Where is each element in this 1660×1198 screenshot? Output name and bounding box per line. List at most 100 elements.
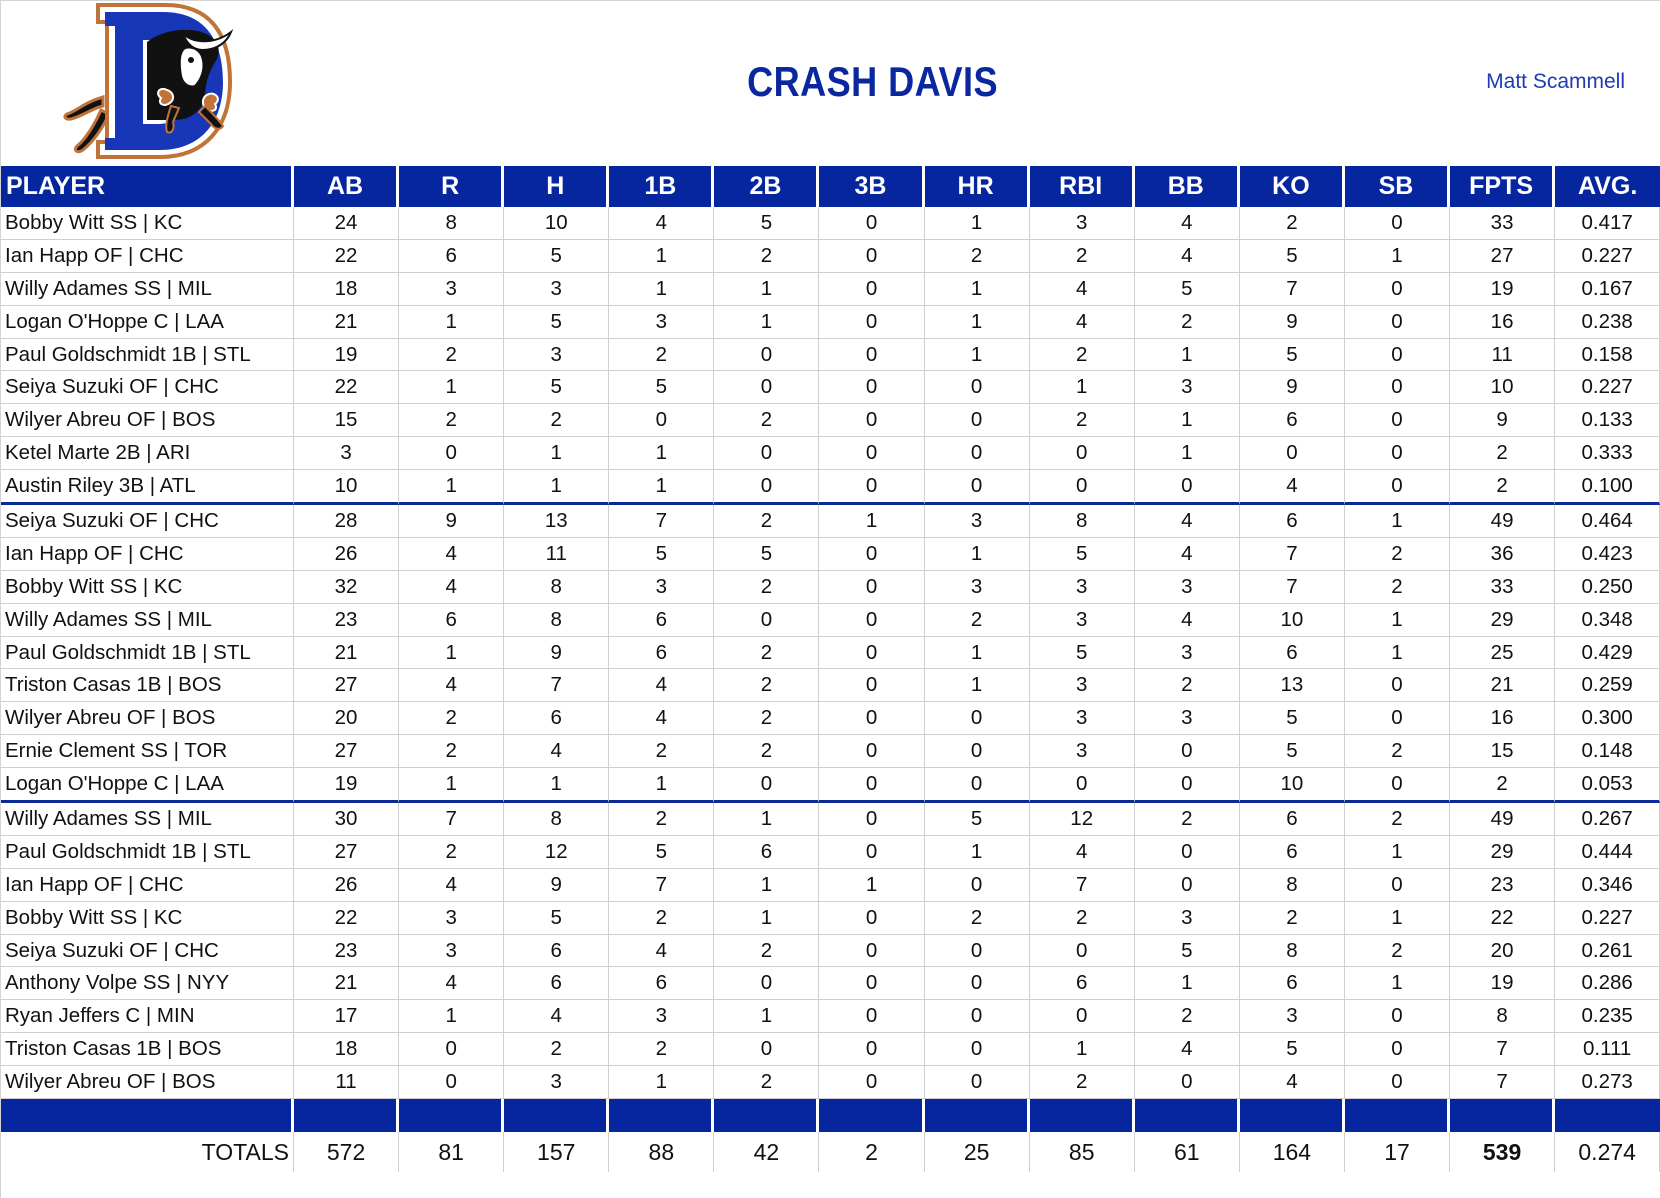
stat-cell-bb[interactable]: 4 [1134, 1033, 1240, 1067]
stat-cell-avg[interactable]: 0.227 [1555, 901, 1660, 935]
stat-cell-ko[interactable]: 9 [1239, 371, 1345, 405]
stat-cell-bb[interactable]: 1 [1134, 437, 1240, 471]
stat-cell-fpts[interactable]: 49 [1450, 803, 1556, 836]
stat-cell-ko[interactable]: 7 [1239, 570, 1345, 604]
column-header-1b[interactable]: 1B [609, 166, 715, 207]
stat-cell-ko[interactable]: 0 [1239, 437, 1345, 471]
stat-cell-avg[interactable]: 0.250 [1555, 570, 1660, 604]
stat-cell-bb[interactable]: 5 [1134, 272, 1240, 306]
column-header-player[interactable]: PLAYER [1, 166, 294, 207]
stat-cell-fpts[interactable]: 16 [1450, 305, 1556, 339]
stat-cell-sb[interactable]: 0 [1344, 371, 1451, 405]
stat-cell-hr[interactable]: 2 [924, 239, 1030, 273]
stat-cell-ab[interactable]: 10 [294, 470, 400, 506]
stat-cell-sb[interactable]: 2 [1344, 570, 1451, 604]
stat-cell-r[interactable]: 2 [399, 735, 505, 769]
stat-cell-hr[interactable]: 1 [924, 835, 1030, 869]
stat-cell-bb[interactable]: 1 [1134, 404, 1240, 438]
stat-cell-bb[interactable]: 4 [1134, 239, 1240, 273]
stat-cell-ab[interactable]: 17 [294, 1000, 400, 1034]
stat-cell-1b[interactable]: 3 [609, 305, 715, 339]
stat-cell-1b[interactable]: 6 [609, 603, 715, 637]
stat-cell-r[interactable]: 0 [399, 1066, 505, 1100]
stat-cell-bb[interactable]: 5 [1134, 934, 1240, 968]
stat-cell-ko[interactable]: 5 [1239, 702, 1345, 736]
stat-cell-r[interactable]: 0 [399, 1033, 505, 1067]
stat-cell-avg[interactable]: 0.235 [1555, 1000, 1660, 1034]
stat-cell-fpts[interactable]: 2 [1450, 470, 1556, 506]
stat-cell-h[interactable]: 12 [504, 835, 610, 869]
stat-cell-2b[interactable]: 0 [714, 371, 820, 405]
stat-cell-sb[interactable]: 0 [1344, 1000, 1451, 1034]
stat-cell-hr[interactable]: 0 [924, 404, 1030, 438]
stat-cell-avg[interactable]: 0.053 [1555, 768, 1660, 804]
stat-cell-3b[interactable]: 0 [819, 768, 925, 804]
stat-cell-2b[interactable]: 0 [714, 437, 820, 471]
player-name-cell[interactable]: Wilyer Abreu OF | BOS [1, 404, 294, 438]
stat-cell-sb[interactable]: 1 [1344, 967, 1451, 1001]
stat-cell-sb[interactable]: 1 [1344, 505, 1451, 538]
stat-cell-hr[interactable]: 1 [924, 537, 1030, 571]
stat-cell-sb[interactable]: 0 [1344, 338, 1451, 372]
stat-cell-ab[interactable]: 24 [294, 207, 400, 240]
stat-cell-2b[interactable]: 2 [714, 669, 820, 703]
stat-cell-2b[interactable]: 1 [714, 305, 820, 339]
stat-cell-hr[interactable]: 0 [924, 437, 1030, 471]
player-name-cell[interactable]: Seiya Suzuki OF | CHC [1, 934, 294, 968]
player-name-cell[interactable]: Ryan Jeffers C | MIN [1, 1000, 294, 1034]
stat-cell-3b[interactable]: 0 [819, 305, 925, 339]
stat-cell-sb[interactable]: 0 [1344, 305, 1451, 339]
column-header-sb[interactable]: SB [1344, 166, 1451, 207]
stat-cell-2b[interactable]: 2 [714, 239, 820, 273]
stat-cell-2b[interactable]: 5 [714, 207, 820, 240]
stat-cell-r[interactable]: 8 [399, 207, 505, 240]
stat-cell-h[interactable]: 5 [504, 239, 610, 273]
stat-cell-h[interactable]: 10 [504, 207, 610, 240]
stat-cell-ab[interactable]: 27 [294, 735, 400, 769]
column-header-3b[interactable]: 3B [819, 166, 925, 207]
stat-cell-2b[interactable]: 0 [714, 1033, 820, 1067]
column-header-r[interactable]: R [399, 166, 505, 207]
stat-cell-ko[interactable]: 9 [1239, 305, 1345, 339]
stat-cell-rbi[interactable]: 0 [1029, 437, 1135, 471]
stat-cell-r[interactable]: 6 [399, 239, 505, 273]
player-name-cell[interactable]: Triston Casas 1B | BOS [1, 669, 294, 703]
stat-cell-1b[interactable]: 0 [609, 404, 715, 438]
stat-cell-ab[interactable]: 18 [294, 1033, 400, 1067]
stat-cell-fpts[interactable]: 29 [1450, 835, 1556, 869]
stat-cell-fpts[interactable]: 19 [1450, 967, 1556, 1001]
stat-cell-1b[interactable]: 2 [609, 735, 715, 769]
stat-cell-rbi[interactable]: 3 [1029, 603, 1135, 637]
stat-cell-hr[interactable]: 1 [924, 305, 1030, 339]
stat-cell-3b[interactable]: 0 [819, 570, 925, 604]
player-name-cell[interactable]: Ian Happ OF | CHC [1, 537, 294, 571]
stat-cell-rbi[interactable]: 7 [1029, 868, 1135, 902]
stat-cell-fpts[interactable]: 27 [1450, 239, 1556, 273]
stat-cell-rbi[interactable]: 4 [1029, 272, 1135, 306]
player-name-cell[interactable]: Ian Happ OF | CHC [1, 239, 294, 273]
stat-cell-rbi[interactable]: 2 [1029, 404, 1135, 438]
total-h[interactable]: 157 [504, 1132, 610, 1173]
stat-cell-h[interactable]: 1 [504, 470, 610, 506]
stat-cell-3b[interactable]: 0 [819, 803, 925, 836]
stat-cell-ab[interactable]: 26 [294, 868, 400, 902]
column-header-ko[interactable]: KO [1239, 166, 1345, 207]
stat-cell-bb[interactable]: 0 [1134, 470, 1240, 506]
stat-cell-ko[interactable]: 8 [1239, 868, 1345, 902]
stat-cell-avg[interactable]: 0.267 [1555, 803, 1660, 836]
stat-cell-avg[interactable]: 0.417 [1555, 207, 1660, 240]
player-name-cell[interactable]: Willy Adames SS | MIL [1, 803, 294, 836]
stat-cell-1b[interactable]: 7 [609, 868, 715, 902]
stat-cell-h[interactable]: 2 [504, 1033, 610, 1067]
stat-cell-avg[interactable]: 0.273 [1555, 1066, 1660, 1100]
stat-cell-ab[interactable]: 30 [294, 803, 400, 836]
stat-cell-rbi[interactable]: 12 [1029, 803, 1135, 836]
stat-cell-1b[interactable]: 4 [609, 934, 715, 968]
stat-cell-2b[interactable]: 2 [714, 570, 820, 604]
stat-cell-3b[interactable]: 0 [819, 669, 925, 703]
stat-cell-h[interactable]: 6 [504, 967, 610, 1001]
player-name-cell[interactable]: Logan O'Hoppe C | LAA [1, 305, 294, 339]
stat-cell-avg[interactable]: 0.423 [1555, 537, 1660, 571]
stat-cell-sb[interactable]: 2 [1344, 803, 1451, 836]
stat-cell-ko[interactable]: 6 [1239, 835, 1345, 869]
